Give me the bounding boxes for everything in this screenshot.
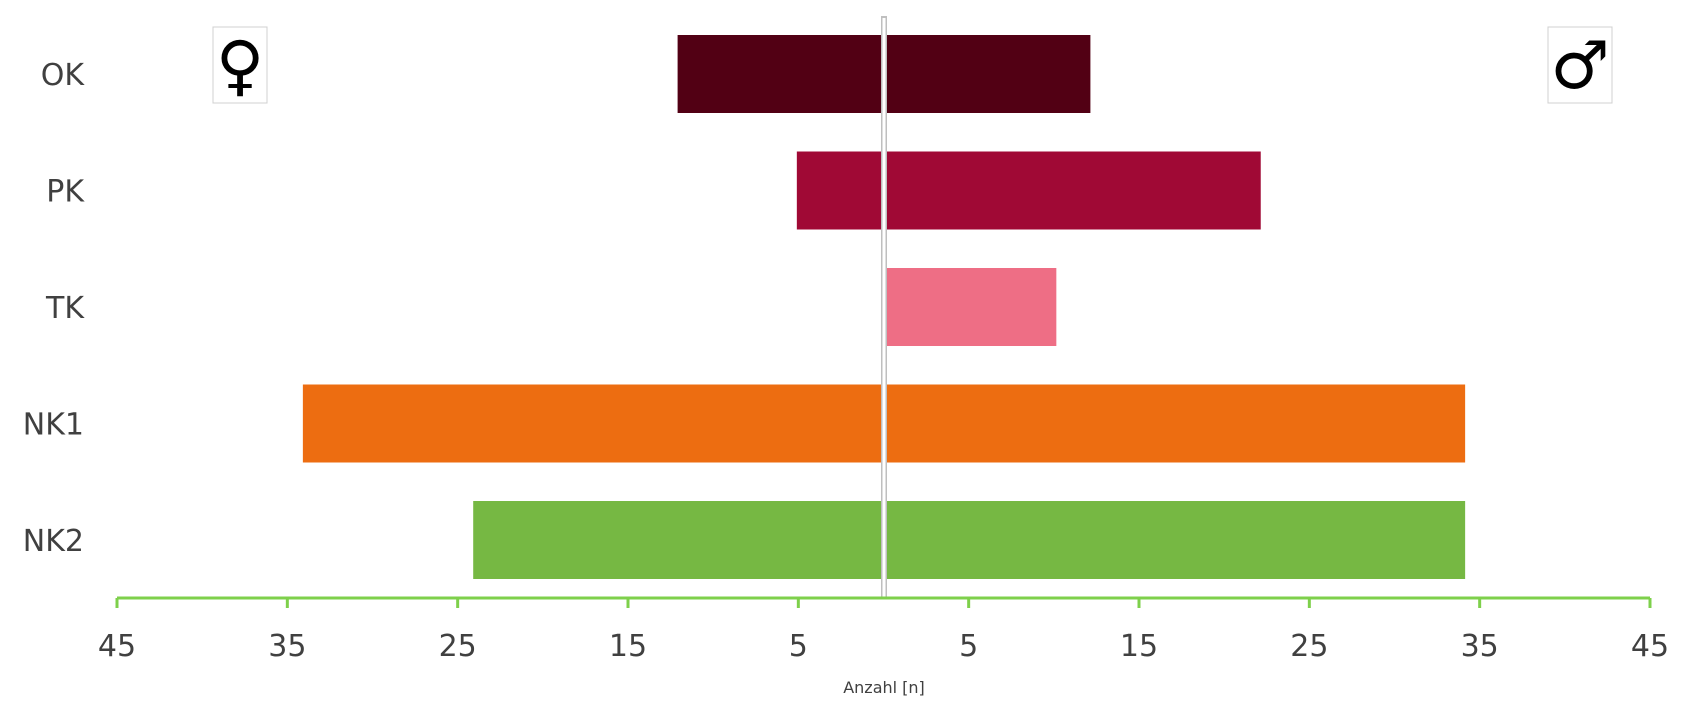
x-tick-label: 5 bbox=[959, 629, 978, 664]
category-label-tk: TK bbox=[45, 291, 85, 326]
bar-right-tk bbox=[886, 268, 1057, 346]
bar-left-pk bbox=[796, 151, 882, 230]
bars-group bbox=[302, 35, 1466, 579]
bar-right-nk1 bbox=[886, 384, 1466, 463]
x-tick-label: 35 bbox=[268, 629, 306, 664]
category-label-ok: OK bbox=[41, 58, 86, 93]
bar-right-ok bbox=[886, 35, 1091, 113]
x-axis-title: Anzahl [n] bbox=[843, 678, 925, 697]
x-tick-label: 45 bbox=[1631, 629, 1669, 664]
x-tick-label: 15 bbox=[609, 629, 647, 664]
bar-left-nk1 bbox=[302, 384, 882, 463]
x-tick-label: 45 bbox=[98, 629, 136, 664]
x-tick-label: 25 bbox=[439, 629, 477, 664]
bar-left-ok bbox=[677, 35, 882, 113]
x-tick-label: 15 bbox=[1120, 629, 1158, 664]
bar-right-nk2 bbox=[886, 501, 1466, 579]
x-tick-label: 25 bbox=[1290, 629, 1328, 664]
x-axis-ticks-group: 45 35 25 15 5 5 15 25 35 45 bbox=[98, 598, 1669, 664]
male-symbol-icon: ♂ bbox=[1547, 26, 1613, 104]
x-tick-label: 5 bbox=[789, 629, 808, 664]
female-symbol-glyph: ♀ bbox=[216, 27, 264, 104]
category-labels-group: OK PK TK NK1 NK2 bbox=[23, 58, 86, 559]
category-label-pk: PK bbox=[46, 175, 85, 210]
bar-left-nk2 bbox=[473, 501, 882, 579]
category-label-nk1: NK1 bbox=[23, 408, 84, 443]
category-label-nk2: NK2 bbox=[23, 524, 84, 559]
male-symbol-glyph: ♂ bbox=[1550, 27, 1609, 104]
female-symbol-icon: ♀ bbox=[212, 26, 268, 104]
x-tick-label: 35 bbox=[1461, 629, 1499, 664]
bar-right-pk bbox=[886, 151, 1261, 230]
